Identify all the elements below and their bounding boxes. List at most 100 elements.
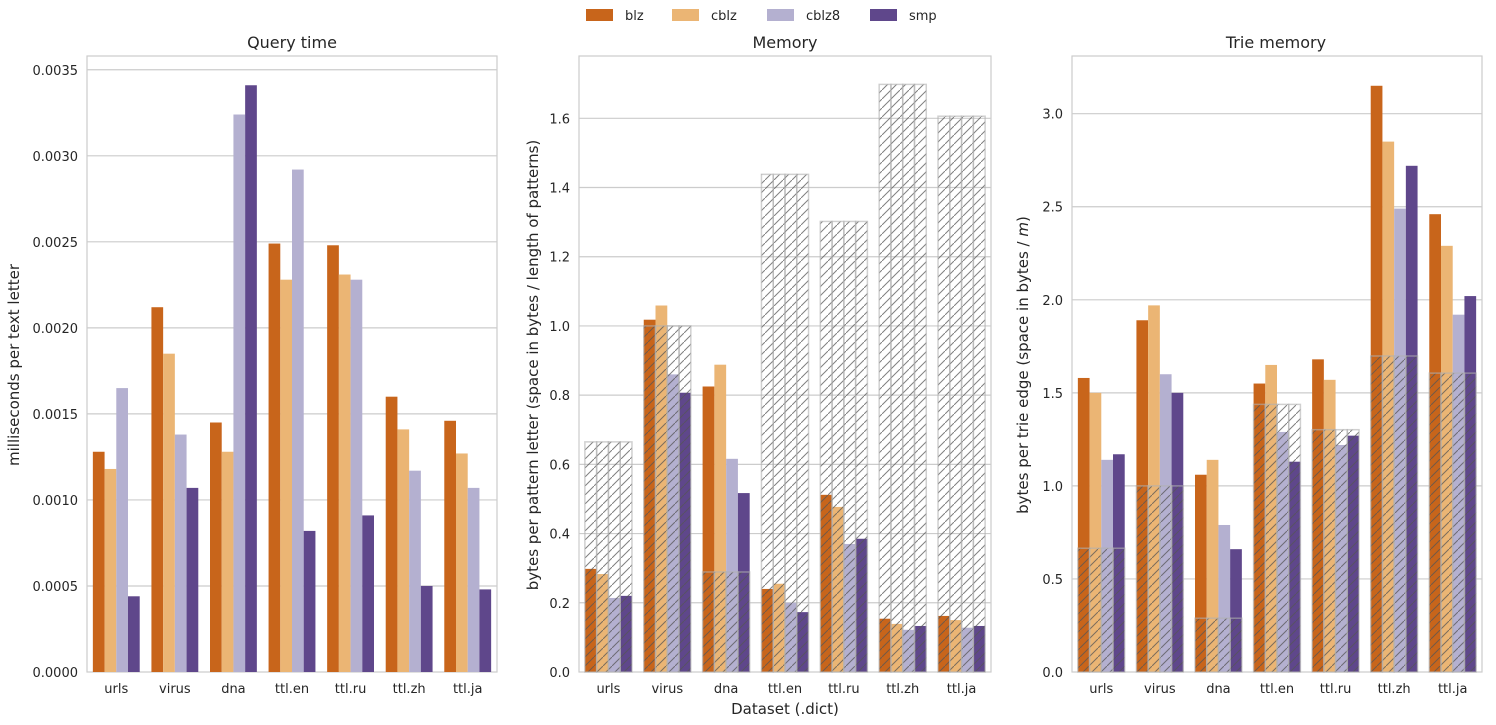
legend-label-blz: blz (625, 9, 644, 24)
memory-bar-cblz8-dna (726, 458, 738, 672)
memory-hatch-ttl.en (760, 173, 774, 673)
query-time-bars (92, 85, 492, 672)
query-time-ytick-label: 0.0020 (33, 322, 79, 337)
memory-hatch-virus (642, 325, 657, 673)
query-time-ylabel: milliseconds per text letter (5, 263, 23, 466)
trie-memory-ytick-label: 0.5 (1042, 573, 1063, 588)
memory-hatch-urls (619, 441, 633, 673)
legend-label-cblz: cblz (711, 9, 737, 24)
query-time-xtick-label: ttl.zh (393, 682, 426, 697)
memory-hatch-ttl.en (796, 173, 810, 673)
memory-xtick-label: ttl.en (768, 682, 802, 697)
query-time-ytick-label: 0.0025 (33, 236, 79, 251)
query-time-bar-smp-virus (186, 487, 199, 672)
memory-hatch-ttl.zh (913, 83, 928, 673)
query-time-bar-cblz8-virus (174, 434, 187, 672)
memory-hatch-virus (678, 325, 692, 673)
trie-memory-hatch-ttl.en (1264, 403, 1278, 673)
legend-label-smp: smp (909, 9, 937, 24)
trie-memory-hatch-ttl.zh (1369, 355, 1384, 673)
memory-ytick-label: 0.6 (549, 458, 570, 473)
memory-hatch-ttl.ja (937, 115, 951, 673)
trie-memory-hatch-ttl.en (1287, 403, 1302, 673)
memory-hatch-ttl.ru (819, 220, 833, 673)
trie-memory-hatch-urls (1100, 547, 1114, 673)
trie-memory-title: Trie memory (1225, 33, 1326, 52)
query-time-bar-blz-ttl.ru (327, 245, 339, 672)
trie-memory-ytick-label: 1.0 (1042, 480, 1063, 495)
memory-ytick-label: 1.2 (549, 251, 570, 266)
memory-hatch-ttl.ja (960, 115, 975, 673)
trie-memory-ytick-label: 3.0 (1042, 108, 1063, 123)
memory-hatch-ttl.ja (949, 115, 963, 673)
memory-ytick-label: 0.8 (549, 389, 570, 404)
memory-ytick-label: 1.0 (549, 320, 570, 335)
trie-memory-hatch-virus (1170, 485, 1185, 673)
memory-ytick-label: 0.0 (549, 666, 570, 681)
trie-memory-hatch-virus (1135, 485, 1149, 673)
trie-memory-hatch-ttl.ja (1463, 372, 1477, 673)
trie-memory-hatch-ttl.ru (1311, 428, 1325, 673)
memory-hatch-dna (701, 571, 716, 673)
memory-xtick-label: virus (651, 682, 683, 697)
memory-hatch-virus (654, 325, 669, 673)
memory-ylabel: bytes per pattern letter (space in bytes… (524, 140, 542, 591)
trie-memory-xticks: urls virus dna ttl.en ttl.ru ttl.zh ttl.ja (1089, 682, 1467, 697)
trie-memory-hatch-ttl.ru (1334, 428, 1349, 673)
query-time-bar-cblz-urls (104, 468, 117, 672)
query-time-xtick-label: ttl.en (275, 682, 309, 697)
query-time-bar-blz-ttl.ja (444, 420, 456, 672)
trie-memory-hatch-ttl.ru (1323, 428, 1337, 673)
query-time-bar-cblz8-ttl.en (292, 169, 304, 672)
memory-xlabel: Dataset (.dict) (731, 700, 839, 718)
trie-memory-bar-blz-dna (1195, 474, 1207, 672)
query-time-bar-cblz8-ttl.ja (467, 487, 480, 672)
memory-hatch-urls (607, 441, 621, 673)
trie-memory-xtick-label: ttl.zh (1378, 682, 1411, 697)
trie-ylabel-part1: bytes per trie edge (space in bytes / (1014, 237, 1032, 514)
memory-hatch-dna (737, 571, 751, 673)
query-time-xticks: urls virus dna ttl.en ttl.ru ttl.zh ttl.ja (104, 682, 482, 697)
query-time-bar-cblz-ttl.ru (338, 274, 351, 672)
legend-swatch-cblz8 (767, 9, 794, 21)
query-time-bar-smp-ttl.ja (479, 589, 492, 672)
memory-hatch-dna (713, 571, 727, 673)
query-time-ytick-label: 0.0005 (33, 580, 79, 595)
trie-memory-hatch-dna (1217, 617, 1231, 673)
query-time-bar-blz-urls (92, 451, 105, 672)
memory-hatch-ttl.en (784, 173, 798, 673)
trie-memory-bar-cblz-dna (1206, 459, 1219, 672)
memory-bar-blz-dna (702, 386, 715, 672)
trie-memory-hatch-ttl.ja (1451, 372, 1466, 673)
trie-memory-bar-cblz8-dna (1218, 524, 1231, 672)
memory-hatch-ttl.ja (972, 115, 986, 673)
memory-title: Memory (752, 33, 817, 52)
trie-memory-xtick-label: ttl.ja (1438, 682, 1468, 697)
trie-memory-hatch-urls (1112, 547, 1126, 673)
trie-memory-xtick-label: virus (1144, 682, 1176, 697)
memory-ytick-label: 0.2 (549, 597, 570, 612)
query-time-ytick-label: 0.0010 (33, 494, 79, 509)
trie-memory-hatch-ttl.en (1252, 403, 1267, 673)
query-time-bar-smp-ttl.zh (420, 585, 433, 672)
trie-memory-bar-smp-dna (1230, 549, 1242, 672)
query-time-bar-blz-ttl.en (268, 243, 281, 672)
query-time-ytick-label: 0.0000 (33, 666, 79, 681)
memory-hatch-urls (584, 441, 598, 673)
memory-ytick-label: 0.4 (549, 528, 570, 543)
memory-hatch-ttl.ru (843, 220, 857, 673)
trie-memory-yticks: 0.0 0.5 1.0 1.5 2.0 2.5 3.0 (1042, 108, 1063, 681)
trie-memory-hatch-ttl.zh (1405, 355, 1419, 673)
trie-memory-ylabel: bytes per trie edge (space in bytes / m) (1014, 216, 1032, 514)
query-time-yticks: 0.0000 0.0005 0.0010 0.0015 0.0020 0.0025 0.00… (33, 64, 79, 681)
query-time-bar-cblz-ttl.ja (456, 453, 468, 672)
legend: blz cblz cblz8 smp (586, 9, 937, 24)
query-time-bar-cblz8-dna (233, 114, 246, 672)
memory-panel: Memory bytes per pattern letter (space i… (524, 33, 992, 718)
trie-memory-hatch-virus (1159, 485, 1173, 673)
memory-hatch-urls (595, 441, 610, 673)
query-time-panel: Query time milliseconds per text letter … (5, 33, 498, 697)
memory-bar-cblz-dna (714, 364, 727, 672)
trie-memory-hatch-ttl.zh (1393, 355, 1407, 673)
memory-xtick-label: urls (596, 682, 620, 697)
